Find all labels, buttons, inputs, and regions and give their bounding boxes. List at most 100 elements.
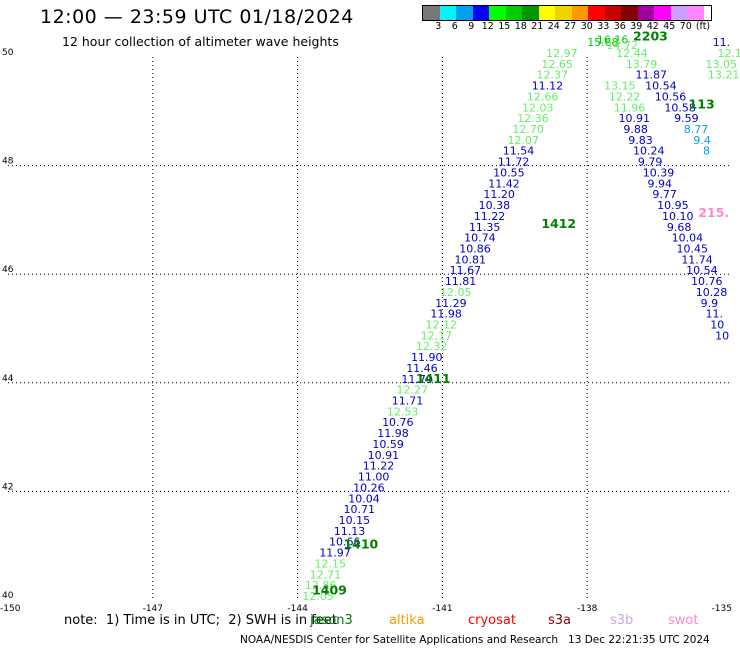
wave-height-point: 10.10 xyxy=(662,210,694,223)
legend-swatch xyxy=(687,6,704,20)
wave-height-point: 15.68 xyxy=(587,36,619,49)
x-tick-label: -135 xyxy=(712,604,732,614)
wave-height-point: 10.15 xyxy=(339,514,371,527)
wave-height-point: 9.9 xyxy=(701,297,719,310)
y-tick-label: 40 xyxy=(2,591,14,601)
wave-height-point: 10.04 xyxy=(348,492,380,505)
legend-swatch xyxy=(439,6,456,20)
legend-swatch xyxy=(555,6,572,20)
wave-height-point: 9.83 xyxy=(628,134,653,147)
y-tick-label: 46 xyxy=(2,265,14,275)
wave-height-point: 12.22 xyxy=(609,90,641,103)
pass-time-label: 1412 xyxy=(541,216,576,231)
wave-height-point: 10.28 xyxy=(696,286,728,299)
legend-tick: 36 xyxy=(613,21,626,32)
satellite-label: swot xyxy=(668,613,699,628)
legend-tick: 15 xyxy=(498,21,511,32)
wave-height-point: 12.37 xyxy=(537,69,569,82)
wave-height-point: 10.58 xyxy=(664,101,696,114)
pass-time-label: 1410 xyxy=(343,536,378,551)
chart-note: note: 1) Time is in UTC; 2) SWH is in fe… xyxy=(64,613,337,628)
legend-tick: 39 xyxy=(630,21,643,32)
wave-height-point: 11.46 xyxy=(406,362,438,375)
wave-height-point: 12.71 xyxy=(310,568,342,581)
wave-height-point: 10.59 xyxy=(372,438,404,451)
wave-height-point: 12.1 xyxy=(718,47,740,60)
wave-height-point: 12.65 xyxy=(541,58,573,71)
wave-height-point: 215. xyxy=(698,205,729,220)
wave-height-point: 16.16 xyxy=(597,33,629,46)
wave-height-point: 10.66 xyxy=(329,536,361,549)
legend-tick: 3 xyxy=(435,21,442,32)
wave-height-point: 11. xyxy=(713,36,731,49)
x-tick-label: -138 xyxy=(577,604,598,614)
wave-height-point: 9.88 xyxy=(623,123,648,136)
satellite-label: s3b xyxy=(610,613,634,628)
wave-height-point: 9.94 xyxy=(648,177,673,190)
x-tick-label: -144 xyxy=(287,604,308,614)
satellite-label: s3a xyxy=(548,613,572,628)
wave-height-point: 10.91 xyxy=(368,449,400,462)
wave-height-point: 12.36 xyxy=(517,112,549,125)
legend-tick-labels: 3 6 9 12 15 18 21 24 27 30 33 36 39 42 45 70 (ft) xyxy=(430,21,712,32)
wave-height-point: 11.13 xyxy=(334,525,366,538)
wave-height-point: 10.55 xyxy=(493,166,524,179)
wave-height-point: 12.27 xyxy=(397,384,429,397)
legend-swatch xyxy=(489,6,506,20)
wave-height-point: 10.39 xyxy=(643,166,675,179)
pass-time-label: 2203 xyxy=(633,29,668,44)
legend-tick: 18 xyxy=(514,21,527,32)
wave-height-point: 11.87 xyxy=(635,69,667,82)
legend-tick: 12 xyxy=(481,21,494,32)
legend-tick: 70 xyxy=(679,21,692,32)
wave-height-point: 12.05 xyxy=(440,286,472,299)
wave-height-point: 8.77 xyxy=(684,123,709,136)
wave-height-point: 12.86 xyxy=(305,579,337,592)
legend-tick: 24 xyxy=(547,21,560,32)
wave-height-point: 11.54 xyxy=(503,145,535,158)
legend-swatch xyxy=(670,6,687,20)
wave-height-point: 12.44 xyxy=(616,47,648,60)
wave-height-point: 11. xyxy=(705,308,723,321)
satellite-label: cryosat xyxy=(468,613,516,628)
legend-swatch xyxy=(604,6,621,20)
wave-height-point: 11.20 xyxy=(483,188,514,201)
legend-swatch xyxy=(588,6,605,20)
wave-height-point: 11.22 xyxy=(363,460,395,473)
wave-height-point: 11.81 xyxy=(445,275,477,288)
wave-height-point: 10.54 xyxy=(645,80,677,93)
legend-tick: 6 xyxy=(451,21,458,32)
legend-unit: (ft) xyxy=(695,21,711,32)
wave-height-point: 10.71 xyxy=(343,503,375,516)
legend-swatch xyxy=(538,6,555,20)
wave-height-point: 9.59 xyxy=(674,112,699,125)
wave-height-point: 10 xyxy=(715,329,729,342)
legend-tick: 42 xyxy=(646,21,659,32)
wave-height-point: 9.79 xyxy=(638,156,663,169)
wave-height-point: 13.79 xyxy=(626,58,658,71)
wave-height-point: 10.45 xyxy=(676,242,708,255)
wave-height-point: 10.91 xyxy=(619,112,651,125)
chart-title: 12:00 — 23:59 UTC 01/18/2024 xyxy=(40,6,354,28)
legend-swatch xyxy=(456,6,473,20)
pass-time-label: 1411 xyxy=(416,371,451,386)
wave-height-point: 11.00 xyxy=(358,471,390,484)
legend-swatch xyxy=(571,6,588,20)
wave-height-point: 12.07 xyxy=(508,134,540,147)
y-tick-label: 42 xyxy=(2,482,13,492)
wave-height-point: 10.74 xyxy=(464,232,496,245)
wave-height-point: 10.86 xyxy=(459,242,491,255)
wave-height-point: 11.12 xyxy=(532,80,564,93)
legend-swatch xyxy=(472,6,489,20)
wave-height-point: 10.76 xyxy=(382,416,414,429)
x-tick-label: -150 xyxy=(0,604,21,614)
wave-height-point: 11.42 xyxy=(488,177,519,190)
wave-height-point: 11.98 xyxy=(377,427,409,440)
wave-height-point: 12.12 xyxy=(426,319,458,332)
wave-height-point: 11.96 xyxy=(614,101,646,114)
wave-height-point: 12.15 xyxy=(314,557,346,570)
wave-height-point: 11.90 xyxy=(411,351,443,364)
wave-height-point: 10.95 xyxy=(657,199,689,212)
color-legend: 3 6 9 12 15 18 21 24 27 30 33 36 39 42 45 70 (ft) xyxy=(422,5,712,32)
